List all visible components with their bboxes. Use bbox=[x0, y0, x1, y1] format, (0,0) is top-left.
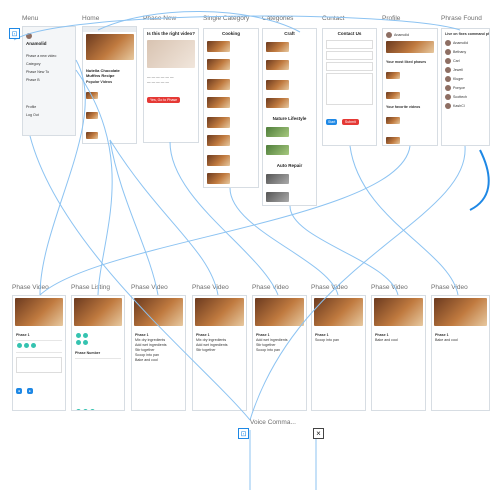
phase-video-5-step-3: Scoop into pan bbox=[315, 338, 339, 342]
screen-single-category: Cooking bbox=[203, 28, 259, 188]
menu-item-3[interactable]: Phase B bbox=[26, 78, 40, 82]
menu-footer-0[interactable]: Profile bbox=[26, 105, 37, 109]
menu-user-name: Anamolid bbox=[26, 41, 47, 46]
frame-label-bottom-2: Phase Video bbox=[131, 284, 168, 291]
profile-section-liked: Your most liked phases bbox=[386, 60, 427, 64]
frame-label-bottom-6: Phase Video bbox=[371, 284, 408, 291]
screen-phase-video-7: Phase 1 Bake and cool bbox=[431, 295, 490, 411]
voice-command-icon[interactable]: ⊡ bbox=[238, 428, 249, 439]
phase-video-0-step-label: Phase 1 bbox=[16, 333, 30, 337]
menu-item-1[interactable]: Category bbox=[26, 62, 41, 66]
wire-2 bbox=[109, 139, 159, 296]
screen-categories: Craft Nature Lifestyle Auto Repair Craft… bbox=[262, 28, 317, 206]
phrase-found-title: Live on fixes command phrase bbox=[445, 32, 489, 36]
frame-label-bottom-0: Phase Video bbox=[12, 284, 49, 291]
wire-15 bbox=[469, 149, 490, 211]
phase-video-3-step-2: Stir together bbox=[196, 348, 216, 352]
phrase-user-5[interactable]: Ponyce bbox=[453, 85, 465, 90]
contact-title: Contact Us bbox=[337, 31, 362, 36]
close-icon[interactable]: × bbox=[313, 428, 324, 439]
home-headline: Nutella Chocolate Muffins Recipe bbox=[86, 68, 120, 78]
phrase-user-1[interactable]: Bethany bbox=[453, 49, 467, 54]
frame-label-bottom-3: Phase Video bbox=[192, 284, 229, 291]
phase-video-7-step-4: Bake and cool bbox=[435, 338, 458, 342]
phase-video-6-step-4: Bake and cool bbox=[375, 338, 398, 342]
wire-6 bbox=[289, 205, 399, 296]
screen-profile: Anamolid Your most liked phases Your fav… bbox=[382, 28, 438, 146]
voice-command-label: Voice Comma... bbox=[250, 419, 296, 426]
screen-phase-video-3: Phase 1 Mix dry ingredients Add wet ingr… bbox=[192, 295, 247, 411]
frame-label-home: Home bbox=[82, 15, 100, 22]
phrase-user-2[interactable]: Carl bbox=[453, 58, 460, 63]
frame-label-bottom-7: Phase Video bbox=[431, 284, 468, 291]
categories-title: Craft bbox=[284, 31, 295, 36]
menu-toggle-icon[interactable]: ⊡ bbox=[9, 28, 20, 39]
phase-video-2-step-4: Bake and cool bbox=[135, 358, 158, 362]
frame-label-bottom-4: Phase Video bbox=[252, 284, 289, 291]
screen-menu: Anamolid Phase a new video Category Phas… bbox=[22, 26, 76, 136]
frame-label-categories: Categories bbox=[262, 15, 294, 22]
menu-item-0[interactable]: Phase a new video bbox=[26, 54, 57, 58]
categories-section-0: Nature Lifestyle bbox=[272, 116, 307, 121]
screen-phrase-found: Live on fixes command phrase Anamolid Be… bbox=[441, 28, 490, 146]
frame-label-bottom-5: Phase Video bbox=[311, 284, 348, 291]
screen-phase-video-2: Phase 1 Mix dry ingredients Add wet ingr… bbox=[131, 295, 186, 411]
frame-label-menu: Menu bbox=[22, 15, 39, 22]
single-category-title: Cooking bbox=[222, 31, 240, 36]
frame-label-phrase-found: Phrase Found bbox=[441, 15, 482, 22]
frame-label-bottom-1: Phase Listing bbox=[71, 284, 111, 291]
screen-phase-new: Is this the right video? — — — — — — — —… bbox=[143, 28, 199, 143]
profile-section-favorite: Your favorite videos bbox=[386, 105, 421, 109]
screen-phase-listing: Phase Number bbox=[71, 295, 125, 411]
phrase-user-7[interactable]: KashCl bbox=[453, 103, 465, 108]
phase-listing-section: Phase Number bbox=[75, 351, 101, 355]
profile-name: Anamolid bbox=[394, 32, 409, 37]
frame-label-phase-new: Phase New bbox=[143, 15, 177, 22]
screen-phase-video-0: Phase 1 ● ● bbox=[12, 295, 66, 411]
phase-new-question: Is this the right video? bbox=[147, 31, 196, 36]
frame-label-contact: Contact bbox=[322, 15, 345, 22]
menu-item-2[interactable]: Phase New To bbox=[26, 70, 50, 74]
screen-phase-video-5: Phase 1 Scoop into pan bbox=[311, 295, 366, 411]
contact-submit-button[interactable]: Submit bbox=[341, 119, 359, 125]
phrase-user-0[interactable]: Anamolid bbox=[453, 40, 468, 45]
menu-footer-1[interactable]: Log Out bbox=[26, 113, 39, 117]
phrase-user-3[interactable]: Jewell bbox=[453, 67, 463, 72]
frame-label-single-category: Single Category bbox=[203, 15, 250, 22]
phrase-user-6[interactable]: Scottech bbox=[453, 94, 467, 99]
screen-home: Nutella Chocolate Muffins Recipe Popular… bbox=[82, 26, 137, 144]
screen-phase-video-4: Phase 1 Add wet ingredients Stir togethe… bbox=[252, 295, 307, 411]
contact-start-button[interactable]: Start bbox=[326, 119, 338, 125]
phase-video-4-step-3: Scoop into pan bbox=[256, 348, 280, 352]
frame-label-profile: Profile bbox=[382, 15, 401, 22]
wire-7 bbox=[349, 145, 459, 296]
phrase-user-4[interactable]: Kluger bbox=[453, 76, 464, 81]
screen-contact: Contact Us Start Submit bbox=[322, 28, 377, 146]
wire-3 bbox=[109, 139, 219, 296]
phase-new-confirm-button[interactable]: Yes, Go to Phase bbox=[147, 97, 181, 103]
categories-section-1: Auto Repair bbox=[276, 163, 303, 168]
screen-phase-video-6: Phase 1 Bake and cool bbox=[371, 295, 426, 411]
